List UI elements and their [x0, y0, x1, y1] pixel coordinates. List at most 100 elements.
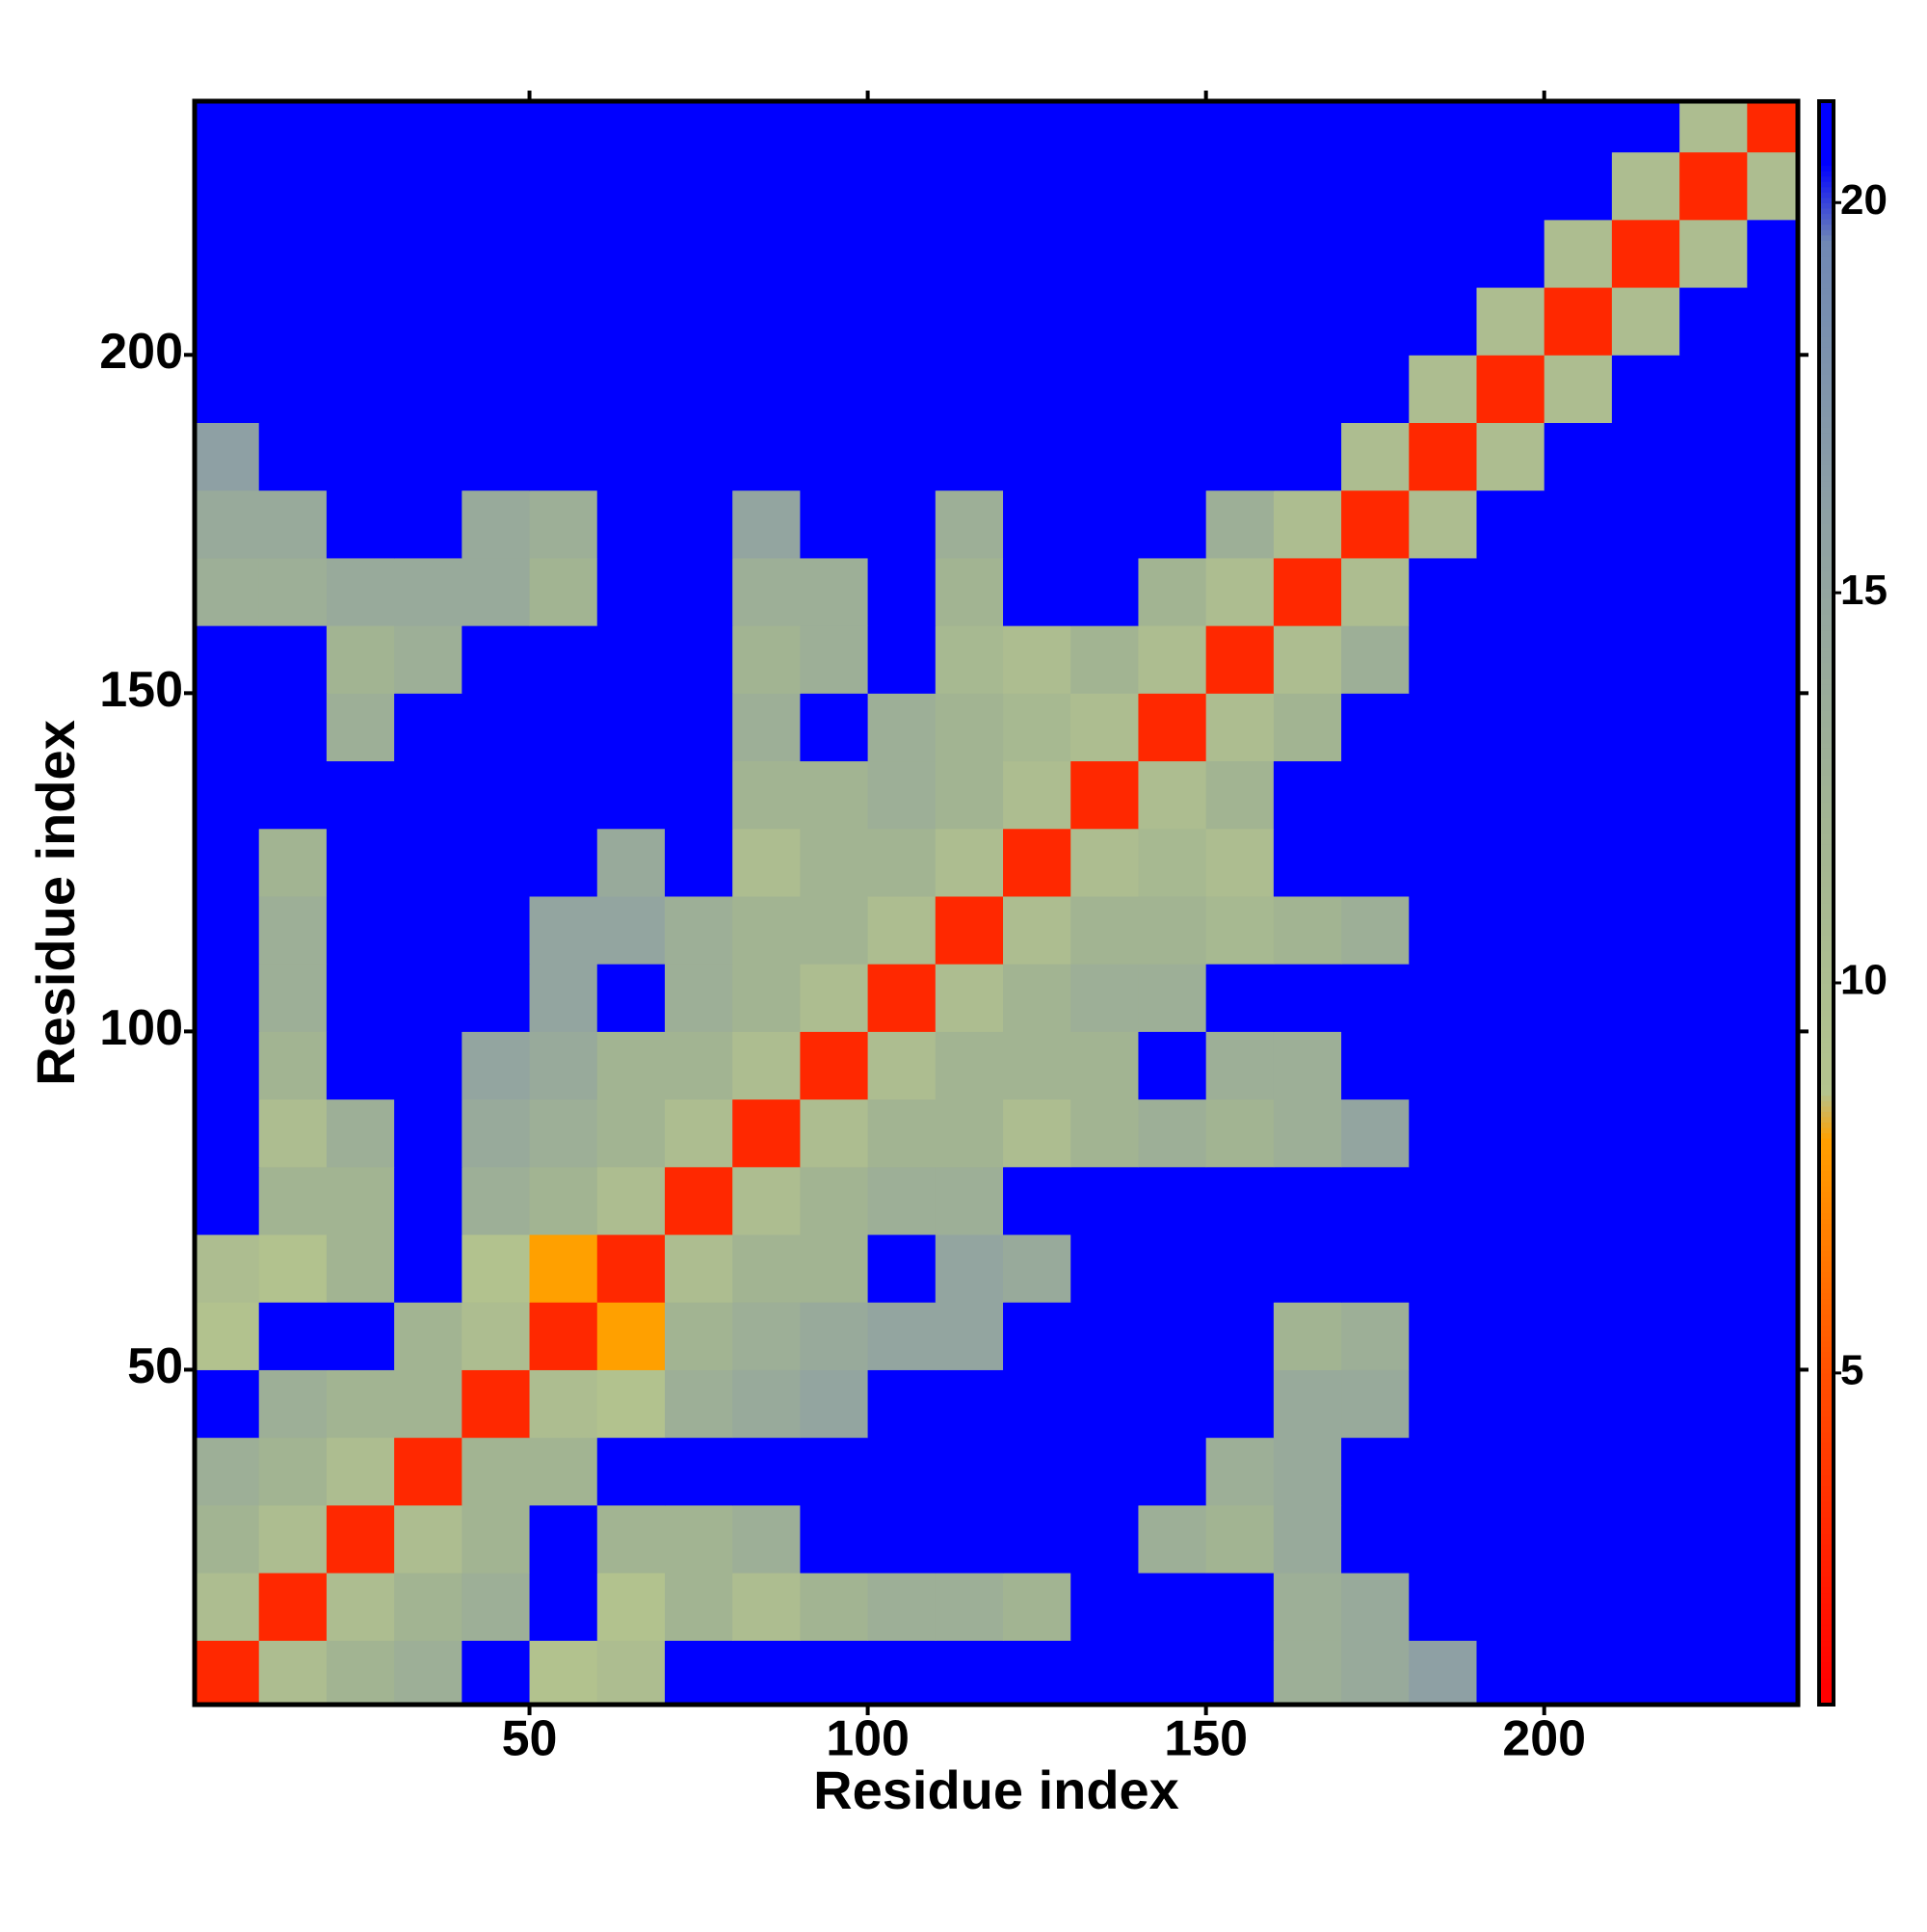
- heatmap-cell: [732, 1098, 801, 1168]
- colorbar-slice: [1819, 1634, 1834, 1642]
- heatmap-cell: [1070, 1031, 1139, 1100]
- heatmap-cell: [1003, 895, 1071, 965]
- heatmap-cell: [1341, 1573, 1410, 1641]
- heatmap-cell: [462, 151, 531, 221]
- colorbar: 5 10 15 20: [1817, 99, 1887, 1707]
- colorbar-slice: [1819, 1693, 1834, 1701]
- heatmap-cell: [1003, 422, 1071, 491]
- heatmap-cell: [326, 1234, 395, 1303]
- colorbar-slice: [1819, 1645, 1834, 1653]
- heatmap-cell: [1273, 1166, 1342, 1235]
- colorbar-slice: [1819, 437, 1834, 444]
- heatmap-cell: [1476, 355, 1545, 424]
- heatmap-cell: [1341, 895, 1410, 965]
- colorbar-slice: [1819, 148, 1834, 156]
- heatmap-cell: [462, 1302, 531, 1370]
- heatmap-cell: [732, 557, 801, 626]
- heatmap-cell: [529, 1098, 598, 1168]
- heatmap-cell: [1611, 760, 1680, 830]
- colorbar-slice: [1819, 1474, 1834, 1481]
- heatmap-cell: [529, 355, 598, 424]
- heatmap-cell: [596, 625, 666, 694]
- heatmap-cell: [1341, 1437, 1410, 1506]
- heatmap-cell: [1747, 895, 1798, 965]
- colorbar-slice: [1819, 870, 1834, 877]
- heatmap-cell: [732, 287, 801, 356]
- heatmap-cell: [1138, 219, 1207, 288]
- heatmap-cell: [1273, 1031, 1342, 1100]
- heatmap-cell: [1476, 1573, 1545, 1641]
- heatmap-cell: [1003, 964, 1071, 1032]
- heatmap-cell: [800, 1031, 869, 1100]
- heatmap-cell: [1205, 1640, 1275, 1705]
- x-tick-label: 200: [1502, 1711, 1586, 1767]
- heatmap-cell: [1476, 1640, 1545, 1705]
- heatmap-cell: [1409, 1504, 1477, 1574]
- heatmap-cell: [1273, 964, 1342, 1032]
- heatmap-cell: [462, 1504, 531, 1574]
- heatmap-cell: [664, 693, 733, 762]
- colorbar-slice: [1819, 1282, 1834, 1288]
- heatmap-cell: [1747, 828, 1798, 897]
- heatmap-cell: [1544, 422, 1613, 491]
- colorbar-slice: [1819, 966, 1834, 973]
- colorbar-slice: [1819, 1416, 1834, 1422]
- heatmap-cell: [800, 1098, 869, 1168]
- heatmap-cell: [664, 355, 733, 424]
- heatmap-cell: [1003, 355, 1071, 424]
- heatmap-cell: [1341, 828, 1410, 897]
- heatmap-cell: [1003, 557, 1071, 626]
- colorbar-slice: [1819, 1469, 1834, 1476]
- heatmap-cell: [1611, 219, 1680, 288]
- colorbar-slice: [1819, 614, 1834, 621]
- heatmap-cell: [258, 1234, 328, 1303]
- heatmap-cell: [258, 151, 328, 221]
- colorbar-slice: [1819, 1319, 1834, 1326]
- heatmap-cell: [1476, 490, 1545, 559]
- heatmap-cell: [1003, 1098, 1071, 1168]
- heatmap-cell: [732, 1031, 801, 1100]
- heatmap-cell: [1138, 1031, 1207, 1100]
- heatmap-cell: [326, 557, 395, 626]
- heatmap-cell: [1273, 1437, 1342, 1506]
- heatmap-cell: [394, 422, 462, 491]
- heatmap-cell: [529, 1234, 598, 1303]
- heatmap-cell: [1476, 895, 1545, 965]
- heatmap-cell: [258, 828, 328, 897]
- heatmap-cell: [1611, 1302, 1680, 1370]
- heatmap-cell: [1138, 1234, 1207, 1303]
- colorbar-slice: [1819, 1661, 1834, 1668]
- heatmap-cell: [258, 693, 328, 762]
- heatmap-cell: [462, 693, 531, 762]
- heatmap-cell: [529, 101, 598, 153]
- heatmap-cell: [1409, 1302, 1477, 1370]
- colorbar-slice: [1819, 138, 1834, 145]
- colorbar-slice: [1819, 977, 1834, 984]
- colorbar-slice: [1819, 1271, 1834, 1278]
- heatmap-cell: [800, 422, 869, 491]
- heatmap-cell: [1205, 1031, 1275, 1100]
- heatmap-cell: [1273, 760, 1342, 830]
- colorbar-slice: [1819, 1554, 1834, 1561]
- heatmap-cell: [1409, 355, 1477, 424]
- heatmap-cell: [1544, 1573, 1613, 1641]
- heatmap-cell: [1544, 287, 1613, 356]
- colorbar-slice: [1819, 1506, 1834, 1513]
- colorbar-slice: [1819, 838, 1834, 845]
- colorbar-slice: [1819, 266, 1834, 274]
- colorbar-slice: [1819, 593, 1834, 599]
- colorbar-slice: [1819, 192, 1834, 198]
- heatmap-cell: [596, 828, 666, 897]
- heatmap-cell: [935, 1234, 1004, 1303]
- heatmap-cell: [800, 1437, 869, 1506]
- heatmap-cell: [1003, 490, 1071, 559]
- colorbar-slice: [1819, 1111, 1834, 1118]
- colorbar-slice: [1819, 1304, 1834, 1310]
- colorbar-slice: [1819, 1009, 1834, 1017]
- colorbar-slice: [1819, 1453, 1834, 1460]
- heatmap-cell: [195, 219, 260, 288]
- heatmap-cell: [1003, 693, 1071, 762]
- heatmap-cell: [1544, 1098, 1613, 1168]
- colorbar-slice: [1819, 924, 1834, 931]
- heatmap-cell: [1476, 1166, 1545, 1235]
